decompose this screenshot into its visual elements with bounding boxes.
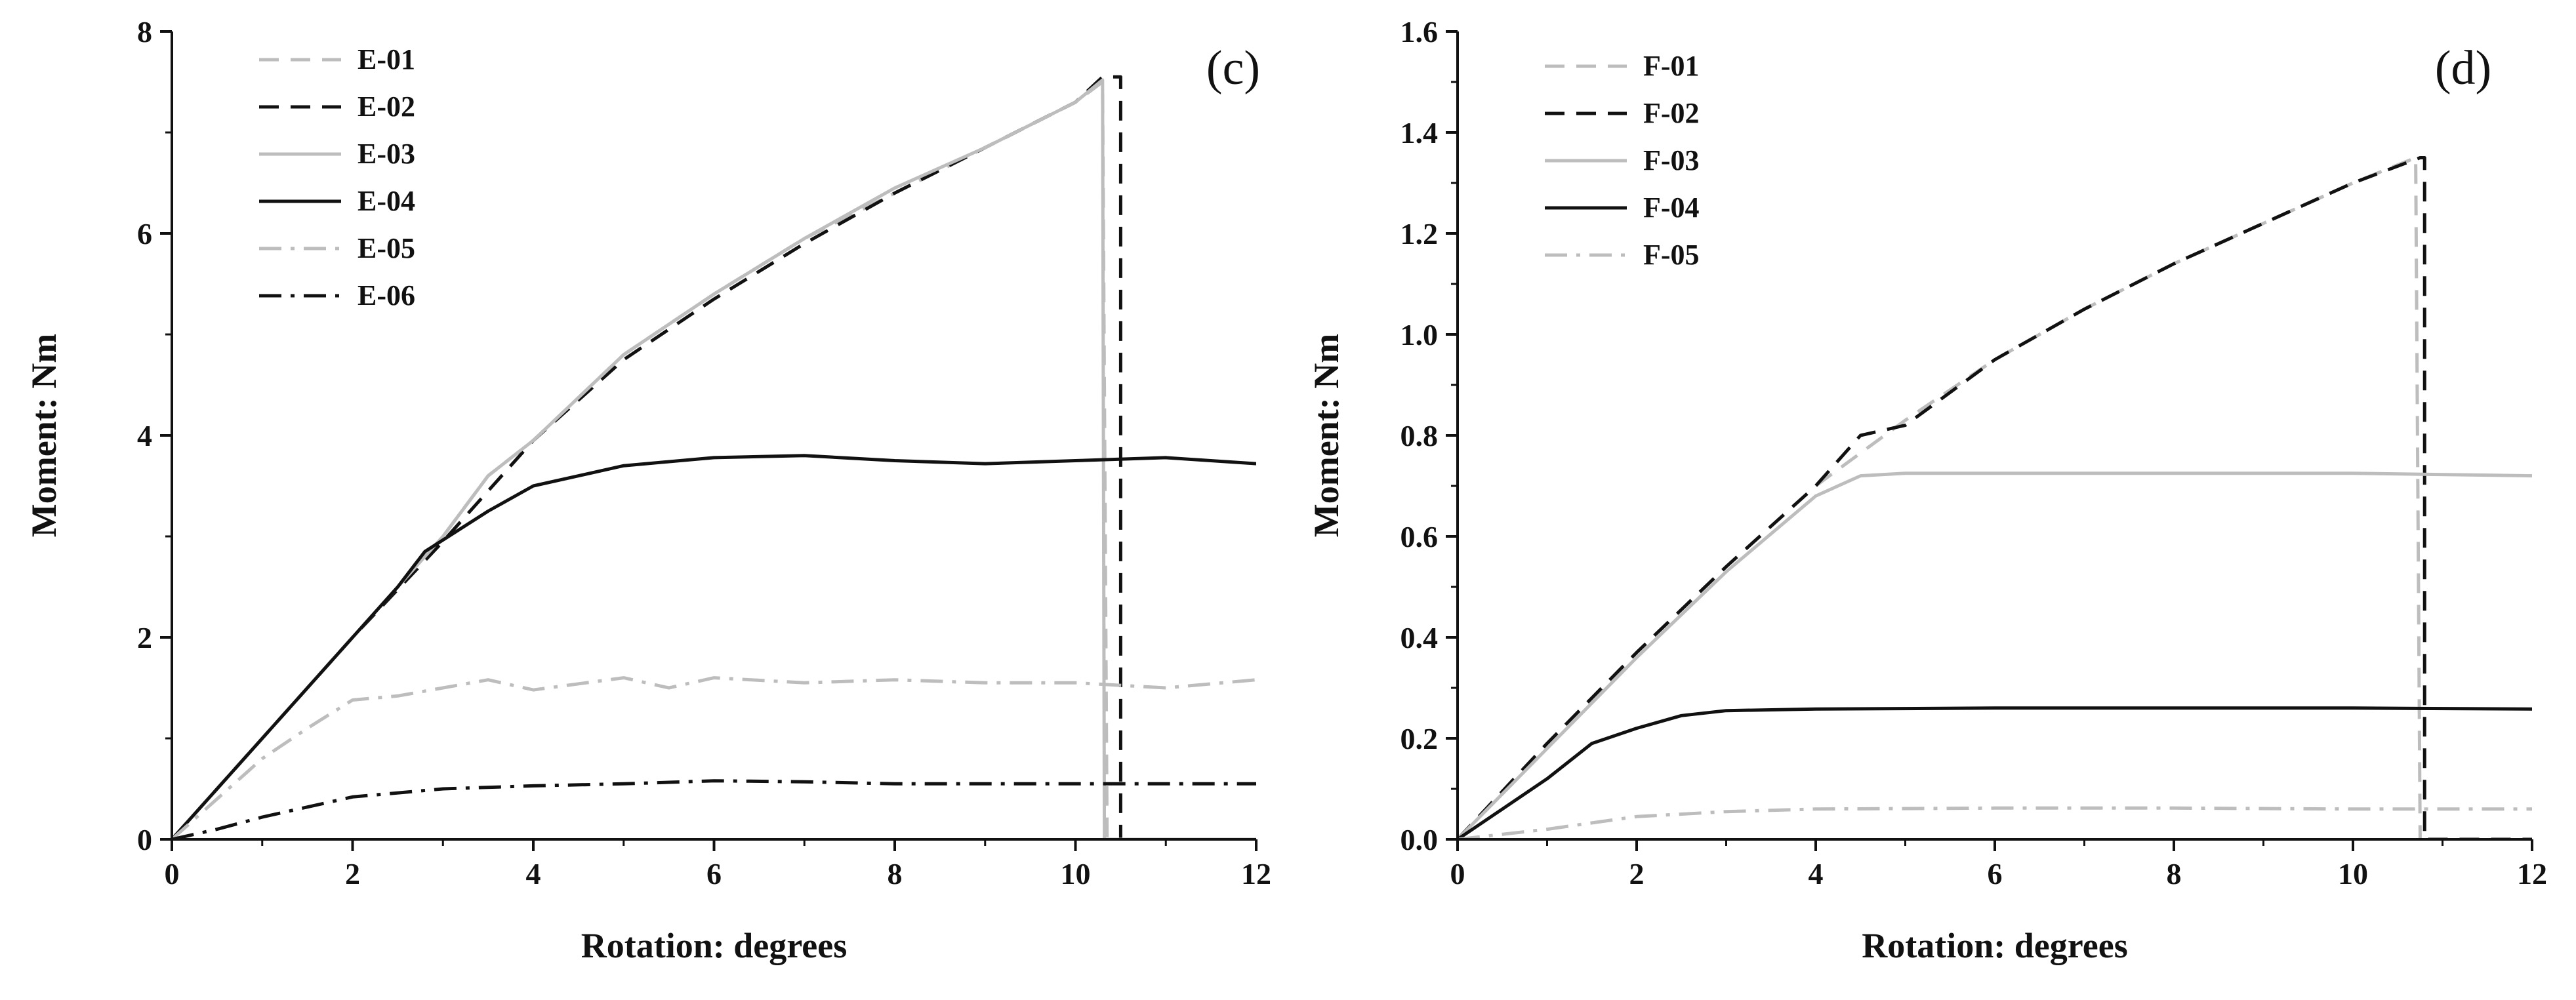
legend: E-01 E-02 E-03 E-04 E-05 E-06 (259, 43, 415, 311)
series-line-f-05 (1458, 806, 2532, 839)
x-tick-label: 8 (888, 857, 903, 890)
series-group (1458, 156, 2532, 839)
x-tick-label: 10 (1061, 857, 1091, 890)
y-tick-label: 0.4 (1400, 621, 1439, 654)
legend-label-f-03: F-03 (1643, 144, 1700, 176)
y-tick-label: 0.6 (1400, 520, 1439, 553)
y-tick-label: 0.8 (1400, 419, 1439, 452)
y-axis-title: Moment: Nm (1307, 334, 1346, 537)
legend-label-f-05: F-05 (1643, 239, 1700, 271)
legend-label-e-03: E-03 (358, 138, 415, 170)
x-tick-label: 0 (165, 857, 180, 890)
x-axis-title: Rotation: degrees (1862, 926, 2127, 965)
x-tick-label: 2 (1629, 857, 1645, 890)
y-tick-label: 0.0 (1400, 823, 1439, 856)
y-tick-label: 8 (137, 15, 152, 49)
x-tick-label: 12 (1241, 857, 1271, 890)
x-tick-label: 4 (526, 857, 541, 890)
series-line-f-03 (1458, 471, 2532, 839)
chart-panel-c: 0 2 4 6 8 10 12 0 2 4 6 8 Rotation: degrees Moment: N… (24, 15, 1271, 965)
y-tick-label: 1.2 (1400, 217, 1439, 250)
y-tick-label: 2 (137, 621, 152, 654)
legend-label-f-01: F-01 (1643, 50, 1700, 82)
series-line-f-02 (1458, 156, 2532, 839)
legend: F-01 F-02 F-03 F-04 F-05 (1545, 50, 1700, 271)
x-axis-title: Rotation: degrees (581, 926, 847, 965)
x-tick-label: 10 (2338, 857, 2368, 890)
panel-label: (c) (1206, 41, 1260, 95)
y-tick-label: 6 (137, 217, 152, 250)
legend-label-e-01: E-01 (358, 43, 415, 75)
y-tick-label: 4 (137, 419, 152, 452)
legend-label-f-04: F-04 (1643, 191, 1700, 224)
y-tick-label: 0 (137, 823, 152, 856)
chart-panel-d: 0 2 4 6 8 10 12 0.0 0.2 0.4 0.6 0.8 1.0 1.2 1.4 1.6 Rota… (1307, 15, 2547, 965)
series-line-f-04 (1458, 706, 2532, 839)
series-line-e-04 (172, 454, 1256, 839)
x-tick-label: 2 (345, 857, 360, 890)
legend-label-e-05: E-05 (358, 232, 415, 264)
y-tick-label: 1.6 (1400, 15, 1439, 49)
y-tick-label: 0.2 (1400, 722, 1439, 755)
legend-label-e-04: E-04 (358, 185, 415, 217)
panel-label: (d) (2435, 41, 2491, 95)
legend-label-e-06: E-06 (358, 279, 415, 311)
x-tick-label: 6 (706, 857, 722, 890)
y-axis-title: Moment: Nm (24, 334, 64, 537)
y-tick-label: 1.0 (1400, 318, 1439, 351)
series-line-e-05 (172, 676, 1256, 839)
legend-label-e-02: E-02 (358, 90, 415, 123)
x-tick-label: 8 (2167, 857, 2182, 890)
y-tick-label: 1.4 (1400, 116, 1439, 150)
legend-label-f-02: F-02 (1643, 97, 1700, 129)
x-tick-label: 0 (1450, 857, 1465, 890)
x-tick-label: 6 (1988, 857, 2003, 890)
series-group (172, 75, 1256, 839)
x-tick-label: 4 (1809, 857, 1824, 890)
x-tick-label: 12 (2517, 857, 2547, 890)
series-line-e-06 (172, 779, 1256, 839)
